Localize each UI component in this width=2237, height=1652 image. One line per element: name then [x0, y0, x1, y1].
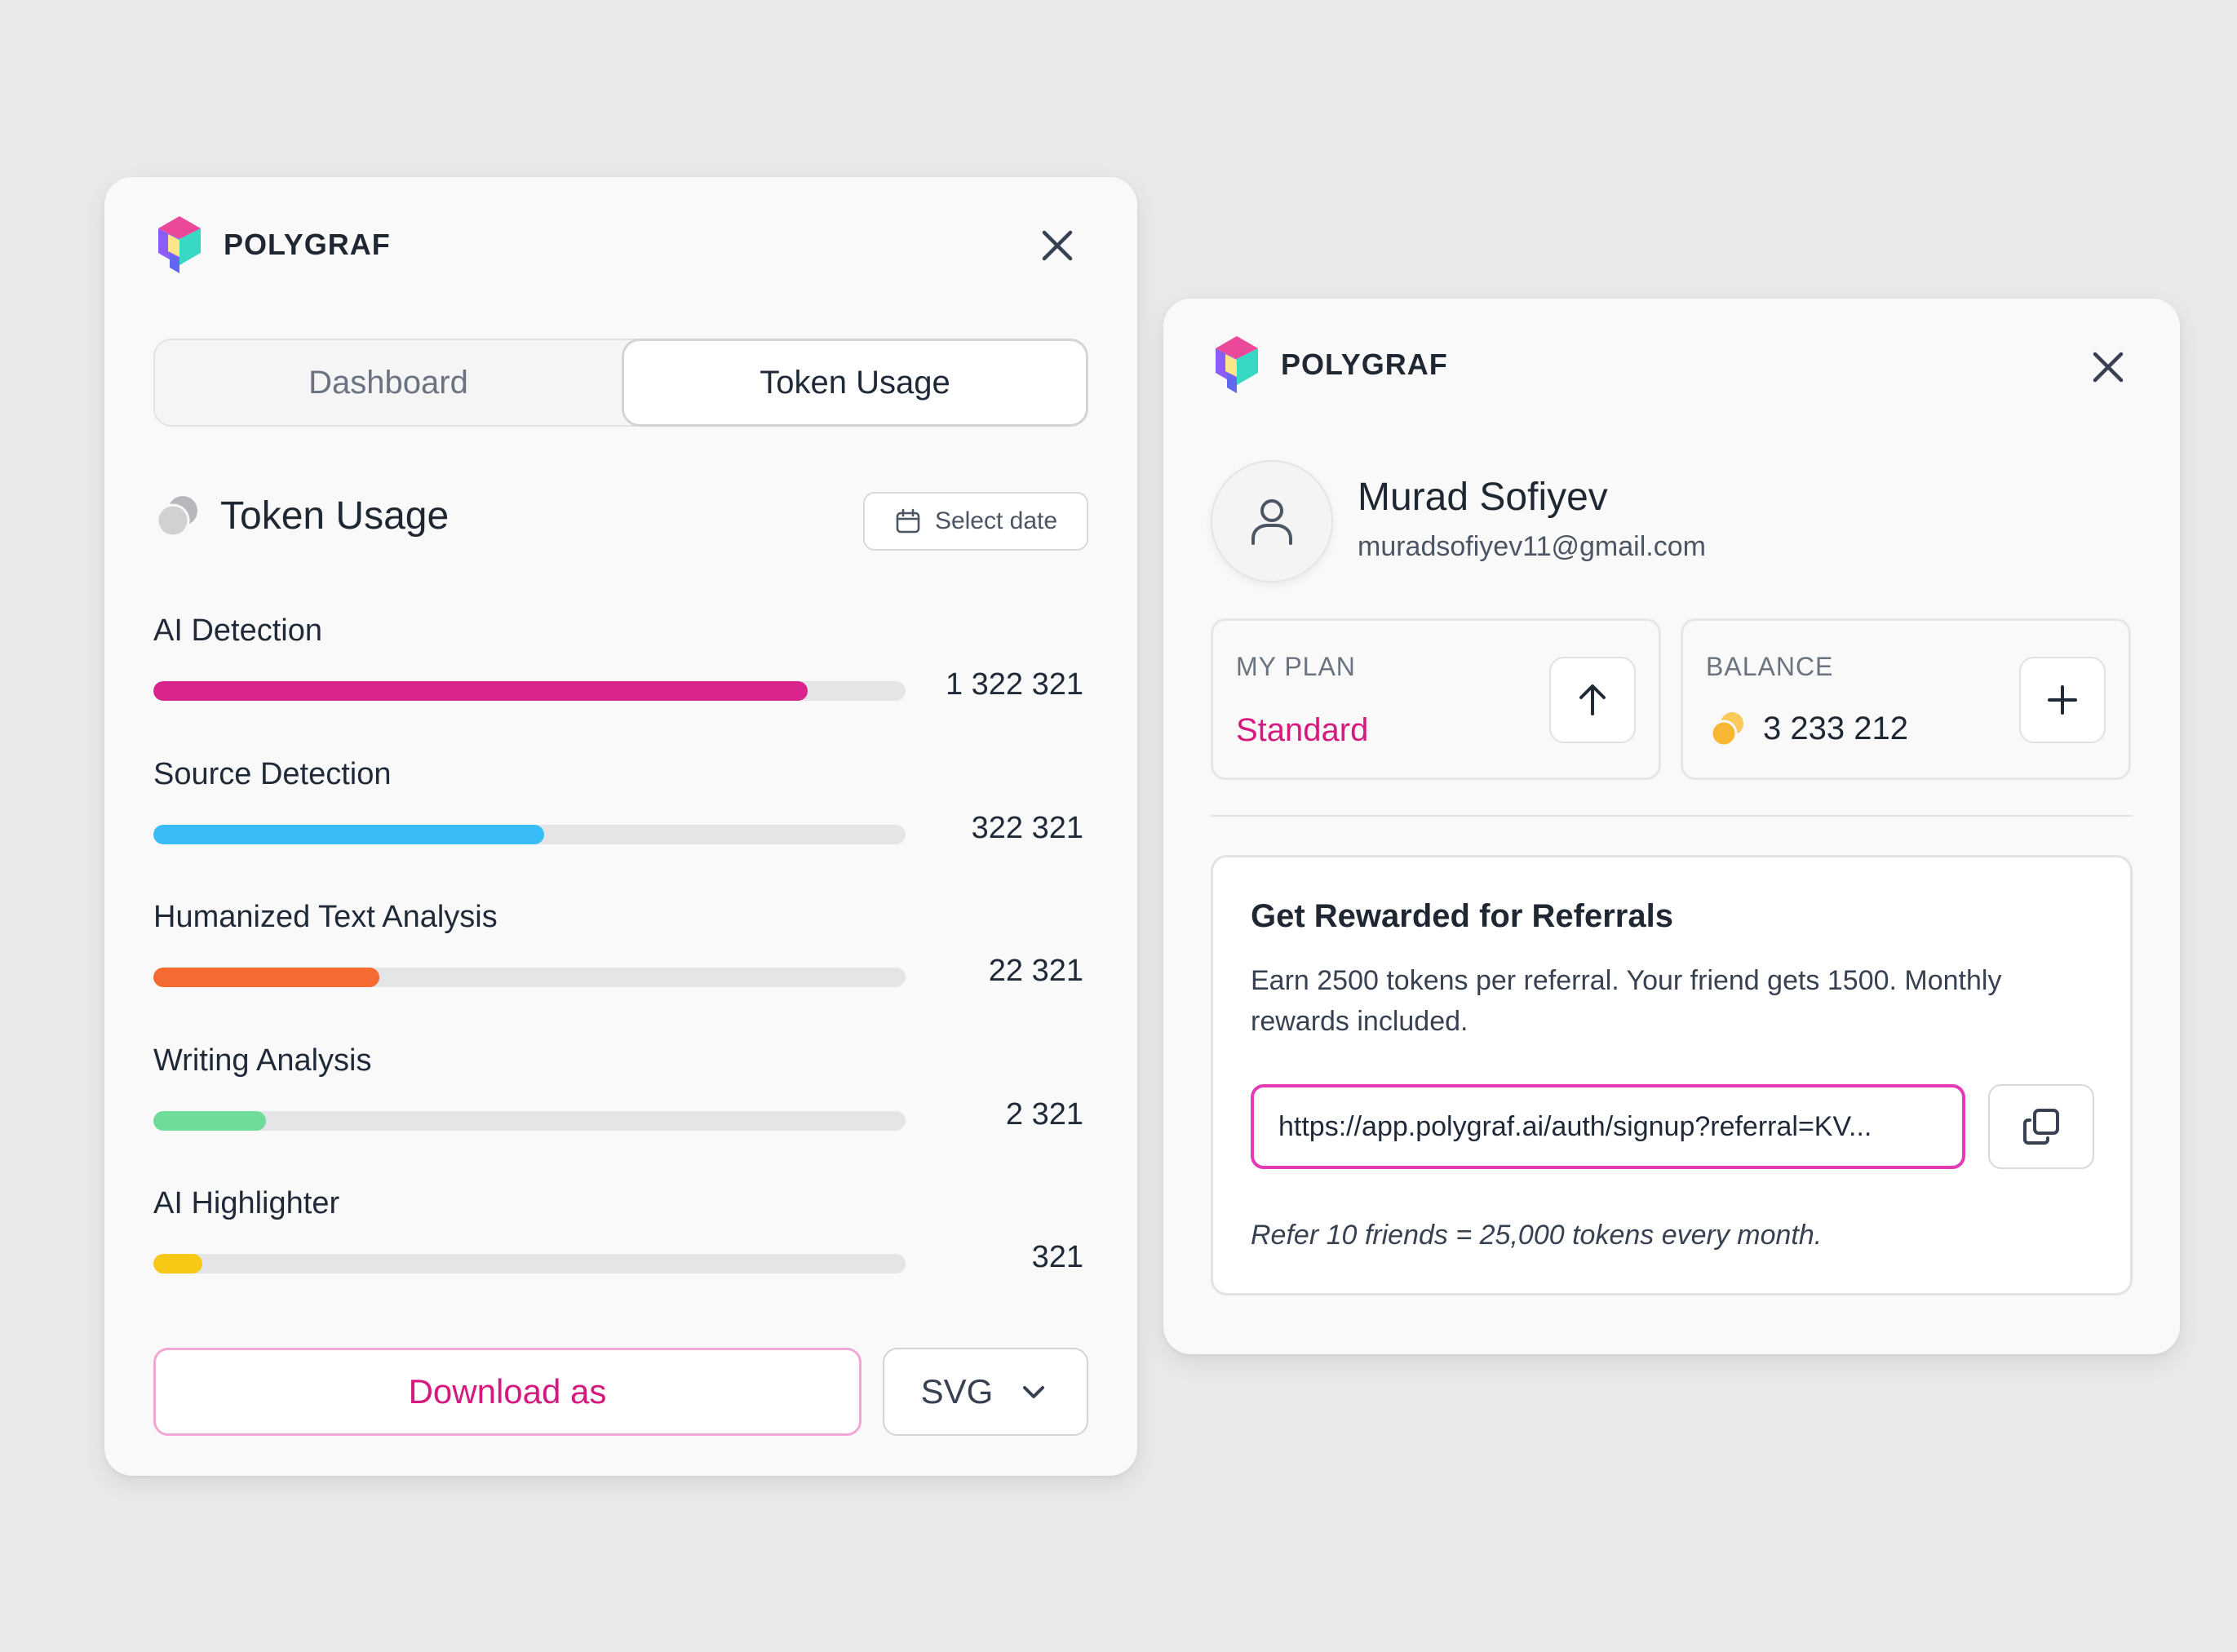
user-email: muradsofiyev11@gmail.com: [1358, 531, 1706, 562]
calendar-icon: [896, 508, 920, 534]
section-header: Token Usage: [153, 491, 449, 540]
token-coins-icon: [156, 496, 197, 538]
close-icon: [2093, 352, 2124, 383]
close-button[interactable]: [2085, 344, 2131, 390]
tab-dashboard[interactable]: Dashboard: [308, 364, 468, 401]
balance-card: BALANCE 3 233 212: [1681, 618, 2131, 780]
referral-card: Get Rewarded for Referrals Earn 2500 tok…: [1211, 855, 2133, 1295]
usage-value: 322 321: [971, 810, 1083, 845]
usage-label: Writing Analysis: [153, 1043, 372, 1078]
referral-link-field[interactable]: https://app.polygraf.ai/auth/signup?refe…: [1251, 1084, 1965, 1169]
usage-progress-track: [153, 681, 906, 701]
format-value: SVG: [920, 1372, 994, 1411]
select-date-label: Select date: [934, 507, 1058, 534]
usage-row: Writing Analysis 2 321: [153, 1043, 1088, 1166]
divider: [1211, 815, 2133, 817]
user-icon: [1251, 499, 1292, 545]
select-date-button[interactable]: Select date: [863, 492, 1088, 551]
usage-progress-track: [153, 1110, 906, 1131]
referral-link-text: https://app.polygraf.ai/auth/signup?refe…: [1278, 1110, 1872, 1142]
usage-label: Source Detection: [153, 756, 392, 791]
usage-progress-fill: [153, 824, 545, 844]
balance-amount: 3 233 212: [1763, 710, 1908, 746]
avatar[interactable]: [1211, 460, 1333, 582]
chevron-down-icon: [1023, 1386, 1045, 1398]
format-select[interactable]: SVG: [883, 1348, 1088, 1436]
brand-name: POLYGRAF: [1281, 348, 1448, 381]
usage-row: Source Detection 322 321: [153, 757, 1088, 879]
user-name: Murad Sofiyev: [1358, 476, 1608, 519]
usage-progress-fill: [153, 681, 808, 701]
usage-row: AI Detection 1 322 321: [153, 613, 1088, 736]
brand: POLYGRAF: [153, 215, 391, 275]
copy-icon: [2023, 1109, 2059, 1145]
account-panel: POLYGRAF Murad Sofiyev muradsofiyev11@gm…: [1163, 299, 2180, 1354]
brand-name: POLYGRAF: [224, 228, 391, 261]
tab-bar: Dashboard Token Usage: [153, 339, 1088, 427]
arrow-up-icon: [1579, 684, 1606, 715]
token-usage-panel: POLYGRAF Dashboard Token Usage Token Usa…: [104, 177, 1137, 1476]
usage-value: 2 321: [1005, 1096, 1083, 1132]
usage-value: 22 321: [988, 954, 1083, 988]
gold-coins-icon: [1710, 712, 1743, 747]
section-title: Token Usage: [220, 494, 450, 538]
plan-label: MY PLAN: [1236, 652, 1356, 681]
balance-label: BALANCE: [1706, 652, 1834, 681]
polygraf-logo-icon: [1216, 336, 1258, 393]
referral-note: Refer 10 friends = 25,000 tokens every m…: [1251, 1220, 1823, 1251]
add-balance-button[interactable]: [2019, 657, 2106, 743]
usage-label: AI Detection: [153, 613, 322, 648]
usage-row: AI Highlighter 321: [153, 1186, 1088, 1309]
close-button[interactable]: [1034, 223, 1080, 268]
polygraf-logo-icon: [158, 216, 201, 273]
brand: POLYGRAF: [1211, 334, 1448, 395]
usage-value: 1 322 321: [945, 667, 1083, 702]
close-icon: [1042, 230, 1073, 261]
plan-value: Standard: [1236, 712, 1369, 748]
usage-progress-track: [153, 968, 906, 987]
usage-progress-fill: [153, 1110, 267, 1131]
plan-card: MY PLAN Standard: [1211, 618, 1661, 780]
referral-description: Earn 2500 tokens per referral. Your frie…: [1251, 965, 2002, 1037]
usage-label: Humanized Text Analysis: [153, 900, 498, 934]
plus-icon: [2048, 685, 2077, 715]
usage-progress-track: [153, 1254, 906, 1273]
usage-progress-track: [153, 824, 906, 844]
usage-progress-fill: [153, 968, 379, 987]
usage-row: Humanized Text Analysis 22 321: [153, 900, 1088, 1022]
tab-token-usage[interactable]: Token Usage: [622, 339, 1088, 427]
download-button[interactable]: Download as: [153, 1348, 862, 1436]
usage-progress-fill: [153, 1254, 202, 1273]
balance-value: 3 233 212: [1708, 709, 1908, 748]
usage-value: 321: [1031, 1240, 1083, 1274]
copy-link-button[interactable]: [1988, 1084, 2094, 1169]
usage-label: AI Highlighter: [153, 1186, 340, 1220]
referral-title: Get Rewarded for Referrals: [1251, 898, 1673, 934]
upgrade-plan-button[interactable]: [1549, 657, 1636, 743]
